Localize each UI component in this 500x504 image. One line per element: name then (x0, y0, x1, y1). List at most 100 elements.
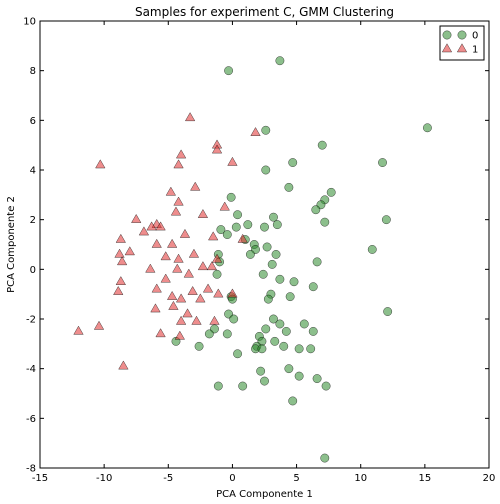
data-point-series-1-1 (250, 126, 261, 136)
data-point-series-1-31 (116, 256, 128, 266)
data-point-series-1-38 (115, 275, 127, 285)
data-point-series-1-49 (168, 300, 179, 310)
data-point-series-1-48 (150, 303, 161, 313)
y-tick-label: -2 (26, 315, 36, 326)
data-point-series-1-10 (173, 196, 184, 206)
data-point-series-0-49 (275, 319, 285, 329)
chart-title: Samples for experiment C, GMM Clustering (135, 5, 394, 19)
data-point-series-0-43 (285, 292, 295, 302)
data-point-series-1-57 (174, 330, 186, 340)
data-point-series-0-31 (271, 249, 281, 259)
data-point-series-0-0 (224, 66, 234, 76)
data-point-series-1-19 (115, 233, 127, 243)
data-point-series-0-77 (288, 396, 298, 406)
data-point-series-1-44 (175, 293, 187, 303)
data-point-series-0-20 (243, 220, 253, 230)
data-point-series-1-12 (170, 206, 182, 216)
data-point-series-1-51 (175, 315, 187, 325)
data-point-series-1-35 (206, 261, 218, 271)
data-point-series-1-21 (208, 231, 219, 241)
data-point-series-0-38 (289, 277, 299, 287)
x-tick-label: -15 (32, 473, 48, 484)
data-point-series-0-13 (226, 192, 236, 202)
data-point-series-0-33 (312, 257, 322, 267)
y-tick-label: 10 (23, 17, 36, 28)
data-point-series-1-54 (93, 320, 105, 330)
data-point-series-0-12 (311, 205, 321, 215)
data-point-series-1-11 (219, 201, 230, 211)
data-point-series-0-74 (213, 381, 223, 391)
data-point-series-1-5 (173, 159, 184, 169)
x-tick-label: -5 (163, 473, 173, 484)
data-point-series-0-34 (267, 259, 277, 269)
data-point-series-0-72 (260, 376, 269, 386)
legend: 01 (439, 25, 485, 61)
data-point-series-0-7 (261, 165, 271, 175)
data-point-series-1-13 (197, 208, 209, 218)
legend-label-1: 1 (472, 45, 478, 56)
x-axis-label: PCA Componente 1 (216, 489, 313, 500)
data-point-series-1-7 (227, 156, 238, 166)
data-point-series-1-58 (118, 360, 129, 370)
data-point-series-1-28 (173, 253, 184, 263)
data-point-series-0-50 (299, 319, 309, 329)
data-point-series-0-1 (275, 56, 285, 66)
data-point-series-1-14 (131, 213, 142, 223)
y-tick-label: -8 (26, 464, 36, 475)
data-point-series-0-18 (320, 217, 330, 227)
legend-marker-1-b (456, 43, 468, 53)
x-tick-label: 15 (418, 473, 431, 484)
x-tick-label: 20 (483, 473, 496, 484)
y-tick-label: 6 (30, 116, 36, 127)
data-point-series-0-58 (204, 329, 214, 339)
data-point-series-1-3 (211, 144, 223, 154)
x-tick-label: 5 (293, 473, 299, 484)
data-point-series-0-64 (233, 349, 243, 359)
data-point-series-0-62 (270, 336, 280, 346)
data-point-series-0-30 (245, 249, 255, 259)
y-axis-label: PCA Componente 2 (6, 196, 17, 293)
data-point-series-1-52 (191, 315, 202, 325)
data-point-series-0-17 (381, 215, 391, 225)
data-point-series-0-66 (279, 341, 289, 351)
data-point-series-1-55 (73, 325, 84, 335)
data-point-series-1-17 (155, 221, 166, 231)
data-point-series-1-30 (114, 248, 125, 258)
data-point-series-0-78 (320, 453, 330, 463)
data-point-series-1-50 (182, 308, 193, 318)
data-point-series-0-25 (262, 242, 272, 252)
data-point-series-0-48 (269, 314, 278, 324)
data-point-series-1-24 (166, 238, 178, 248)
data-point-series-1-4 (175, 149, 187, 159)
data-point-series-0-21 (260, 222, 269, 232)
data-point-series-0-36 (212, 269, 222, 279)
data-point-series-1-53 (209, 315, 220, 325)
data-point-series-1-43 (166, 290, 178, 300)
data-point-series-1-16 (146, 221, 157, 231)
data-point-series-0-53 (261, 324, 271, 334)
x-tick-label: -10 (96, 473, 112, 484)
data-point-series-0-54 (281, 326, 291, 336)
data-point-series-1-29 (211, 253, 223, 263)
data-point-series-0-23 (222, 230, 232, 240)
data-point-series-1-26 (188, 248, 200, 258)
y-tick-label: 2 (30, 215, 36, 226)
data-point-series-0-47 (229, 314, 239, 324)
data-point-series-1-56 (155, 328, 166, 338)
data-point-series-1-46 (227, 288, 238, 298)
data-point-series-0-68 (306, 344, 316, 354)
data-point-series-1-22 (151, 238, 162, 248)
y-tick-label: 4 (30, 166, 36, 177)
data-point-series-0-19 (231, 222, 241, 232)
data-point-series-1-27 (160, 251, 171, 261)
data-point-series-0-70 (284, 364, 294, 374)
legend-items: 01 (441, 30, 478, 56)
y-tick-label: 8 (30, 66, 36, 77)
data-point-series-0-75 (238, 381, 248, 391)
data-point-series-0-39 (308, 282, 318, 292)
data-point-series-0-69 (256, 366, 266, 376)
data-point-series-0-4 (317, 140, 327, 150)
legend-marker-0-b (457, 30, 467, 40)
